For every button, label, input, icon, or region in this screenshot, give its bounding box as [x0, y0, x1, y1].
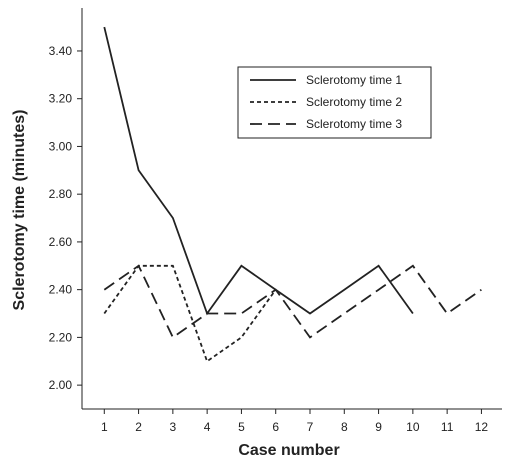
x-tick-label: 11	[441, 420, 454, 434]
legend: Sclerotomy time 1 Sclerotomy time 2 Sclero…	[237, 66, 432, 139]
x-tick-label: 2	[135, 420, 142, 434]
x-axis-ticks: 1 2 3 4 5 6 7 8 9 10 11 12	[101, 409, 488, 434]
x-tick-label: 6	[272, 420, 279, 434]
x-tick-label: 5	[238, 420, 245, 434]
series-line-3	[103, 264, 482, 339]
plot-frame	[81, 8, 502, 410]
x-tick-label: 12	[475, 420, 489, 434]
legend-box	[237, 66, 432, 139]
y-axis-ticks: 2.00 2.20 2.40 2.60 2.80 3.00 3.20 3.40	[49, 44, 82, 392]
x-axis-title: Case number	[238, 442, 339, 459]
series-line-1	[103, 26, 414, 316]
x-tick-label: 7	[307, 420, 314, 434]
y-tick-label: 3.40	[49, 44, 73, 58]
series-layer	[103, 26, 482, 363]
x-tick-label: 8	[341, 420, 348, 434]
y-tick-label: 2.20	[49, 330, 73, 344]
y-axis-title: Sclerotomy time (minutes)	[11, 110, 28, 311]
y-tick-label: 3.00	[49, 139, 73, 153]
y-tick-label: 2.60	[49, 235, 73, 249]
legend-label: Sclerotomy time 3	[306, 117, 402, 131]
series-line-2	[103, 264, 277, 363]
x-tick-label: 1	[101, 420, 108, 434]
x-tick-label: 4	[204, 420, 211, 434]
legend-label: Sclerotomy time 2	[306, 95, 402, 109]
legend-label: Sclerotomy time 1	[306, 73, 402, 87]
x-tick-label: 9	[375, 420, 382, 434]
y-tick-label: 2.80	[49, 187, 73, 201]
x-tick-label: 3	[170, 420, 177, 434]
y-tick-label: 2.40	[49, 283, 73, 297]
y-tick-label: 3.20	[49, 92, 73, 106]
x-tick-label: 10	[406, 420, 420, 434]
y-tick-label: 2.00	[49, 378, 73, 392]
